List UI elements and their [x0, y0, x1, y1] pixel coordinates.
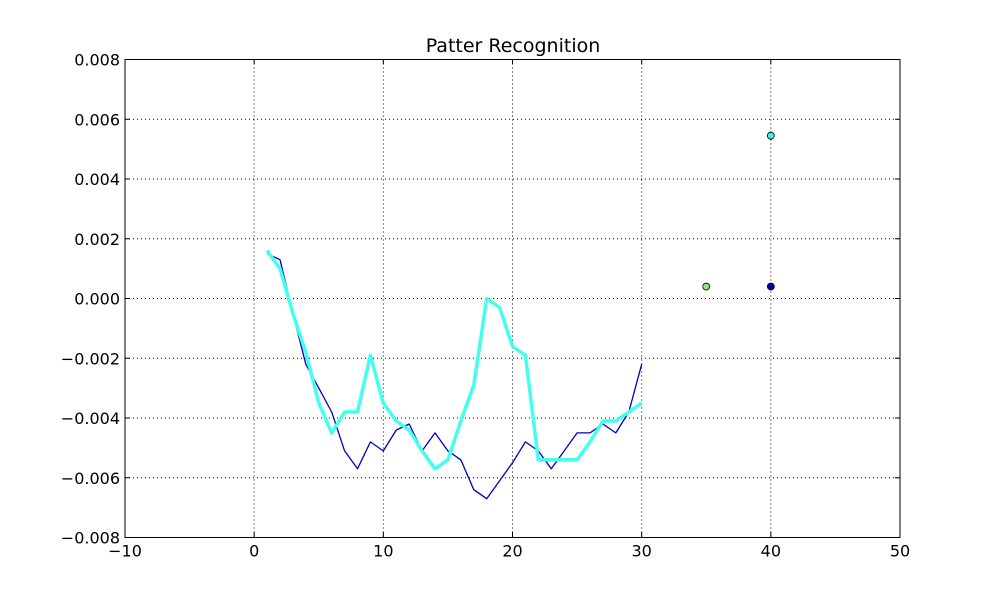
series-line-1 — [266, 253, 643, 500]
x-tick-label: −10 — [108, 542, 142, 561]
x-tick-label: 30 — [631, 542, 651, 561]
y-tick-label: −0.006 — [61, 469, 120, 488]
series-layer — [265, 249, 643, 500]
scatter-point-1 — [702, 282, 711, 291]
y-tick-label: 0.002 — [74, 230, 120, 249]
tick-layer — [124, 59, 901, 538]
y-tick-label: 0.004 — [74, 170, 120, 189]
x-tick-label: 20 — [502, 542, 522, 561]
y-tick-label: −0.004 — [61, 409, 120, 428]
y-tick-label: 0.008 — [74, 51, 120, 70]
y-tick-label: 0.000 — [74, 290, 120, 309]
x-tick-label: 10 — [373, 542, 393, 561]
x-tick-label: 40 — [761, 542, 781, 561]
scatter-point-3 — [766, 131, 775, 140]
y-tick-label: −0.008 — [61, 529, 120, 548]
x-tick-label: 0 — [249, 542, 259, 561]
scatter-point-2 — [766, 282, 775, 291]
chart-title: Patter Recognition — [426, 35, 601, 57]
points-layer — [702, 131, 775, 291]
x-tick-label: 50 — [890, 542, 910, 561]
y-tick-label: 0.006 — [74, 110, 120, 129]
tick-label-layer: −10 0 10 20 30 40 50 −0.008 −0.006 −0.004 −0.002 0.… — [61, 51, 910, 561]
y-tick-label: −0.002 — [61, 349, 120, 368]
series-line-2 — [265, 249, 643, 471]
